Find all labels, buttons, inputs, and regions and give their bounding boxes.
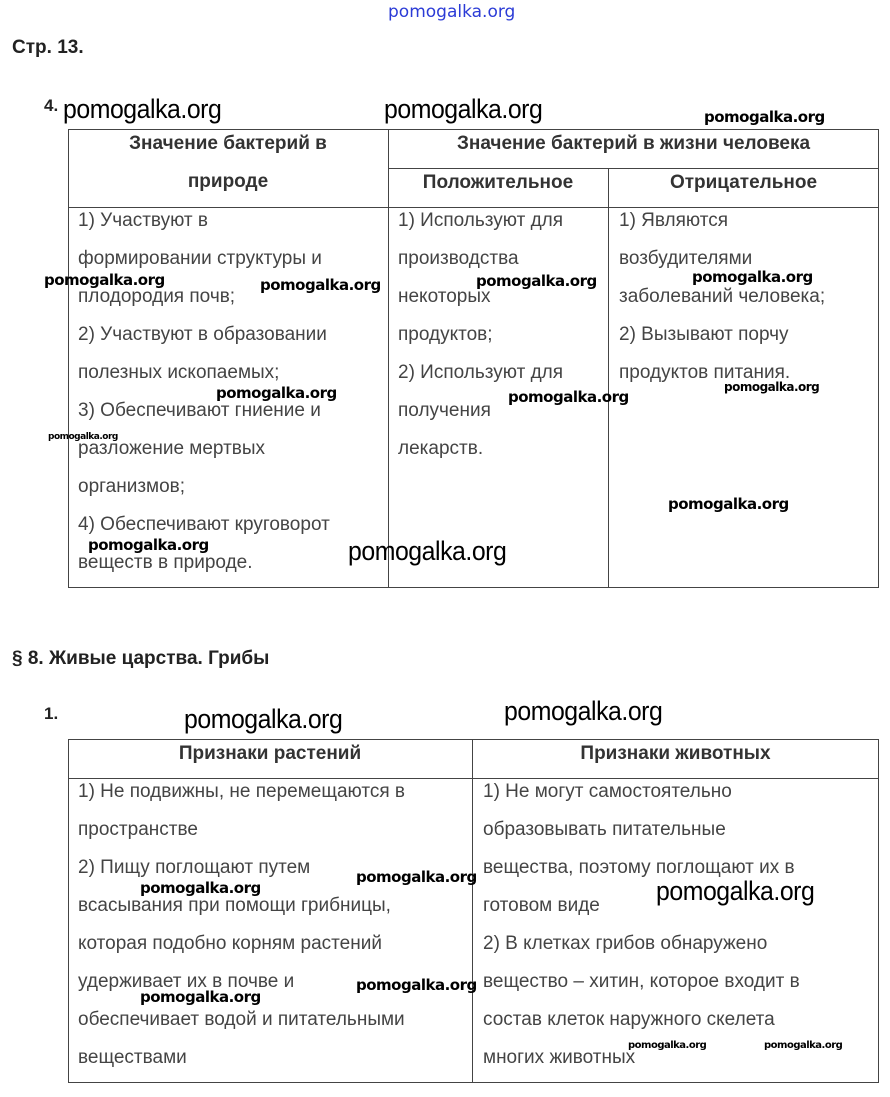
cell-animals: 1) Не могут самостоятельно образовывать п… [483,773,800,1077]
header-negative: Отрицательное [669,172,818,193]
task-number-4: 4. [44,96,59,115]
cell-line: формировании структуры и [78,248,322,269]
cell-line: возбудителями [619,248,753,269]
task-number-1: 1. [44,704,59,723]
watermark: pomogalka.org [140,879,261,897]
watermark: pomogalka.org [668,495,789,513]
cell-line: многих животных [483,1047,636,1068]
cell-line: плодородия почв; [78,286,236,307]
header-nature-line: Значение бактерий в [129,133,327,154]
cell-line: 1) Не подвижны, не перемещаются в [78,781,406,802]
cell-line: заболеваний человека; [619,286,826,307]
cell-line: образовывать питательные [483,819,726,840]
divider [388,129,389,588]
watermark: pomogalka.org [724,380,820,394]
header-plants: Признаки растений [178,743,362,764]
cell-line: веществами [78,1047,187,1068]
top-watermark: pomogalka.org [388,2,516,22]
watermark: pomogalka.org [504,696,663,726]
header-nature: Значение бактерий в природе [68,125,388,201]
cell-positive: 1) Используют для производства некоторых пр… [398,202,563,468]
cell-line: 1) Используют для [398,210,564,231]
header-positive: Положительное [422,172,574,193]
cell-line: 2) Участвуют в образовании [78,324,327,345]
cell-line: готовом виде [483,895,600,916]
watermark: pomogalka.org [656,876,815,906]
cell-line: пространстве [78,819,198,840]
cell-line: разложение мертвых [78,438,266,459]
watermark: pomogalka.org [764,1040,843,1051]
cell-line: всасывания при помощи грибницы, [78,895,391,916]
header-human: Значение бактерий в жизни человека [456,133,811,154]
cell-line: производства [398,248,519,269]
cell-line: удерживает их в почве и [78,971,295,992]
watermark: pomogalka.org [356,976,477,994]
watermark: pomogalka.org [48,432,118,442]
cell-line: 1) Участвуют в [78,210,208,231]
cell-line: продуктов; [398,324,493,345]
divider [472,739,473,1083]
cell-line: полезных ископаемых; [78,362,280,383]
cell-nature: 1) Участвуют в формировании структуры и пл… [78,202,330,582]
header-animals: Признаки животных [580,743,771,764]
watermark: pomogalka.org [63,94,222,124]
fungi-table [68,739,879,1083]
cell-line: которая подобно корням растений [78,933,382,954]
section-title: § 8. Живые царства. Грибы [12,648,270,669]
cell-line: веществ в природе. [78,552,253,573]
cell-line: 1) Являются [619,210,729,231]
cell-line: продуктов питания. [619,362,791,383]
watermark: pomogalka.org [140,988,261,1006]
watermark: pomogalka.org [184,704,343,734]
watermark: pomogalka.org [508,388,629,406]
cell-line: вещество – хитин, которое входит в [483,971,800,992]
watermark: pomogalka.org [692,268,813,286]
header-nature-line: природе [187,171,269,192]
bacteria-table [68,129,879,588]
cell-line: обеспечивает водой и питательными [78,1009,405,1030]
cell-line: вещества, поэтому поглощают их в [483,857,795,878]
cell-line: состав клеток наружного скелета [483,1009,775,1030]
cell-line: 2) В клетках грибов обнаружено [483,933,768,954]
cell-line: 2) Используют для [398,362,564,383]
cell-line: лекарств. [398,438,484,459]
cell-line: 1) Не могут самостоятельно [483,781,732,802]
watermark: pomogalka.org [260,276,381,294]
watermark: pomogalka.org [476,272,597,290]
divider [608,168,609,588]
watermark: pomogalka.org [44,271,165,289]
divider [68,778,879,779]
page-label: Стр. 13. [12,37,84,58]
divider [388,168,879,169]
watermark: pomogalka.org [348,536,507,566]
divider [68,207,879,208]
watermark: pomogalka.org [88,536,209,554]
cell-line: 4) Обеспечивают круговорот [78,514,330,535]
watermark: pomogalka.org [628,1040,707,1051]
watermark: pomogalka.org [704,108,825,126]
cell-line: 3) Обеспечивают гниение и [78,400,321,421]
watermark: pomogalka.org [356,868,477,886]
cell-line: организмов; [78,476,186,497]
cell-line: получения [398,400,491,421]
watermark: pomogalka.org [384,94,543,124]
cell-plants: 1) Не подвижны, не перемещаются в простра… [78,773,405,1077]
cell-line: 2) Пищу поглощают путем [78,857,311,878]
cell-negative: 1) Являются возбудителями заболеваний чело… [619,202,825,392]
cell-line: некоторых [398,286,491,307]
watermark: pomogalka.org [216,384,337,402]
cell-line: 2) Вызывают порчу [619,324,789,345]
